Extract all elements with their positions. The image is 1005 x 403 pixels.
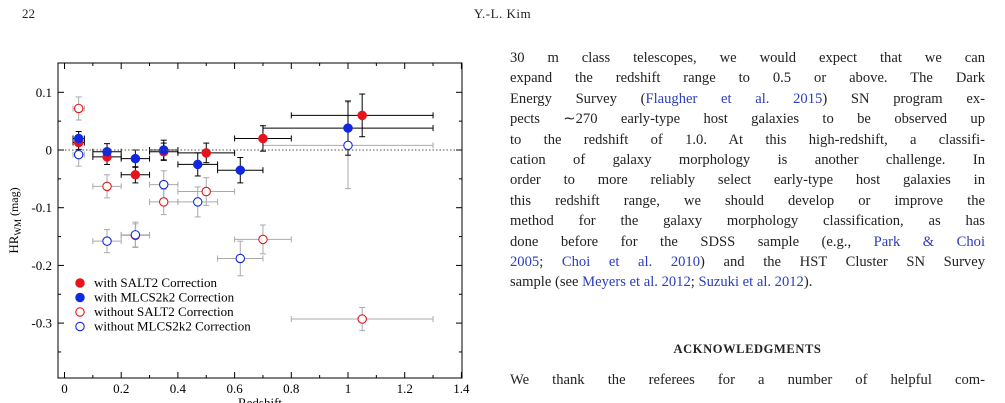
text-line: sample (see Meyers et al. 2012; Suzuki e… [510, 272, 985, 292]
x-axis-label: Redshift [238, 395, 282, 403]
text-segment: ; [690, 274, 699, 291]
citation-link[interactable]: Park & Choi [873, 233, 986, 250]
y-tick-label: -0.1 [31, 200, 52, 215]
text-line: Energy Survey (Flaugher et al. 2015) SN … [510, 89, 985, 109]
text-segment: order to more reliably select early-type… [510, 172, 985, 189]
legend-entry: without SALT2 Correction [94, 304, 234, 319]
filled-data-point [201, 148, 212, 158]
acknowledgments-heading: ACKNOWLEDGMENTS [673, 342, 822, 356]
legend-entry: without MLCS2k2 Correction [94, 319, 251, 334]
text-line: pects ∼270 early-type host galaxies to b… [510, 109, 985, 129]
y-tick-label: -0.2 [31, 258, 52, 273]
text-segment: to the redshift of 1.0. At this high-red… [510, 131, 985, 148]
open-data-point [73, 149, 84, 160]
text-segment: expand the redshift range to 0.5 or abov… [510, 70, 985, 87]
text-segment: pects ∼270 early-type host galaxies to b… [510, 111, 985, 128]
page-number: 22 [22, 6, 35, 21]
open-data-point [130, 230, 141, 240]
x-tick-label: 0 [61, 381, 68, 396]
x-tick-label: 0.2 [113, 381, 129, 396]
y-axis-label-sub: WM [13, 219, 23, 236]
text-line: expand the redshift range to 0.5 or abov… [510, 68, 985, 88]
legend-entry: with MLCS2k2 Correction [94, 290, 235, 305]
open-data-point [343, 140, 353, 151]
data-points [73, 103, 367, 324]
y-tick-label: 0.1 [36, 85, 52, 100]
text-segment: this redshift range, we should develop o… [510, 192, 985, 209]
text-segment: cation of galaxy morphology is another c… [510, 152, 985, 169]
hubble-residual-figure: 0 0.2 0.4 0.6 0.8 1 1.2 1.4 0.1 0 -0.1 -0.2 -0.3 Red… [6, 62, 470, 403]
legend-marker [75, 307, 85, 317]
text-line: to the redshift of 1.0. At this high-red… [510, 130, 985, 150]
text-segment: done before for the SDSS sample (e.g., [510, 233, 874, 250]
text-segment: ; [539, 254, 562, 271]
text-segment: ) and the HST Cluster SN Survey [700, 254, 985, 271]
citation-link[interactable]: Flaugher et al. 2015 [645, 90, 823, 107]
filled-data-point [192, 159, 203, 170]
legend-entry: with SALT2 Correction [94, 275, 218, 290]
filled-data-point [357, 110, 367, 121]
open-data-point [235, 253, 246, 264]
body-text: 30 m class telescopes, we would expect t… [510, 48, 985, 293]
x-tick-label: 0.6 [226, 381, 243, 396]
filled-data-point [130, 170, 141, 180]
text-line: order to more reliably select early-type… [510, 170, 985, 190]
x-tick-label: 0.8 [283, 381, 299, 396]
x-tick-label: 1.2 [397, 381, 413, 396]
open-data-point [192, 197, 203, 207]
text-segment: 30 m class telescopes, we would expect t… [510, 50, 985, 66]
citation-link[interactable]: Meyers et al. 2012 [582, 274, 691, 291]
open-data-point [357, 314, 367, 324]
x-tick-label: 1.4 [453, 381, 470, 396]
open-data-point [158, 197, 169, 207]
y-axis-label-main: HR [6, 235, 21, 253]
open-data-point [201, 186, 212, 197]
running-head: Y.-L. Kim [473, 6, 532, 21]
filled-data-point [102, 146, 112, 157]
y-tick-label: -0.3 [31, 316, 52, 331]
acknowledgments-first-line: We thank the referees for a number of he… [510, 372, 985, 388]
open-data-point [102, 181, 112, 192]
y-axis-label-unit: (mag) [7, 187, 21, 216]
filled-data-point [235, 165, 246, 175]
open-data-point [258, 234, 268, 245]
text-line: 2005; Choi et al. 2010) and the HST Clus… [510, 252, 985, 272]
open-data-point [158, 179, 169, 190]
text-segment: Energy Survey ( [510, 90, 646, 107]
plot-frame [57, 62, 463, 379]
text-segment: sample (see [510, 274, 583, 291]
text-line: 30 m class telescopes, we would expect t… [510, 48, 985, 68]
x-tick-label: 0.4 [170, 381, 187, 396]
text-line: method for the galaxy morphology classif… [510, 211, 985, 231]
text-segment: ). [803, 274, 813, 291]
text-segment: ) SN program ex- [822, 90, 985, 107]
open-data-point [73, 103, 84, 114]
open-data-point [102, 236, 112, 246]
legend-marker [75, 292, 85, 303]
legend-marker [75, 278, 85, 288]
filled-data-point [130, 153, 141, 164]
citation-link[interactable]: Suzuki et al. 2012 [698, 274, 804, 291]
x-tick-label: 1 [345, 381, 352, 396]
text-line: cation of galaxy morphology is another c… [510, 150, 985, 170]
text-line: this redshift range, we should develop o… [510, 191, 985, 211]
axis-ticks: 0 0.2 0.4 0.6 0.8 1 1.2 1.4 0.1 0 -0.1 -0.2 -0.3 [31, 63, 470, 396]
text-line: done before for the SDSS sample (e.g., P… [510, 232, 985, 252]
citation-link[interactable]: Choi et al. 2010 [561, 254, 701, 271]
filled-data-point [258, 133, 268, 144]
citation-link[interactable]: 2005 [510, 254, 540, 271]
text-segment: method for the galaxy morphology classif… [510, 213, 985, 230]
y-axis-label: HRWM (mag) [6, 187, 23, 253]
filled-data-point [73, 133, 84, 144]
filled-data-point [343, 123, 353, 133]
y-tick-label: 0 [46, 143, 53, 158]
legend-marker [75, 321, 85, 332]
